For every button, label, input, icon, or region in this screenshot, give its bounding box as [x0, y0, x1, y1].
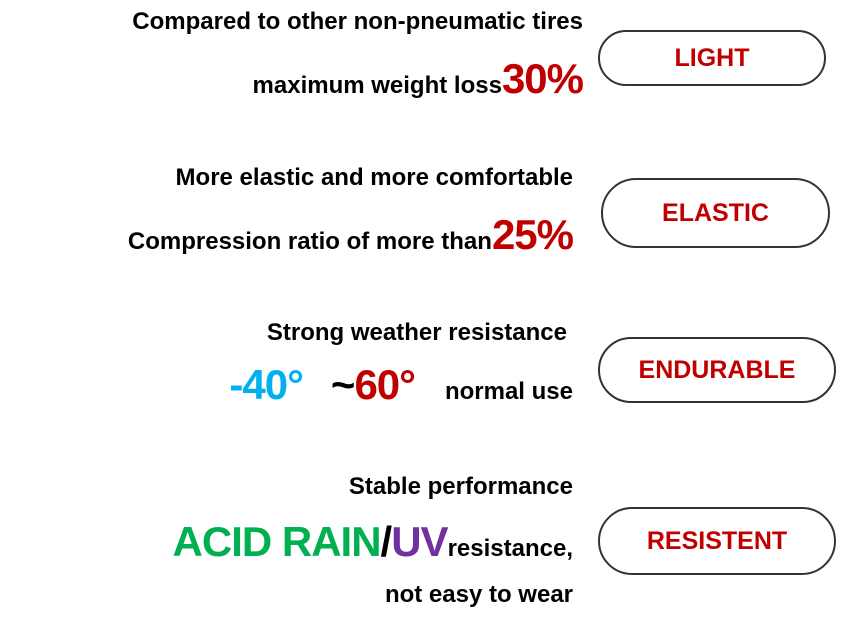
- feature-1-text: maximum weight loss: [252, 72, 502, 99]
- temp-low: -40°: [229, 361, 303, 408]
- feature-2-value: 25%: [491, 211, 574, 258]
- feature-3-text: normal use: [444, 378, 573, 405]
- feature-3-line1: Strong weather resistance: [266, 319, 567, 346]
- feature-4-text: resistance,: [447, 535, 573, 562]
- feature-2-line2: Compression ratio of more than25%: [127, 211, 574, 258]
- feature-4-line3: not easy to wear: [384, 581, 573, 608]
- feature-4-line2: ACID RAIN/UVresistance,: [173, 521, 573, 563]
- badge-elastic: ELASTIC: [601, 178, 830, 248]
- slash: /: [380, 518, 393, 565]
- badge-resistent: RESISTENT: [598, 507, 836, 575]
- badge-light: LIGHT: [598, 30, 826, 86]
- feature-2-text: Compression ratio of more than: [127, 228, 492, 255]
- feature-1-line2: maximum weight loss30%: [252, 55, 584, 102]
- acid-rain-label: ACID RAIN: [172, 518, 382, 565]
- badge-endurable: ENDURABLE: [598, 337, 836, 403]
- feature-1-line1: Compared to other non-pneumatic tires: [132, 8, 583, 35]
- temp-high: 60°: [354, 361, 416, 408]
- feature-3-line2: -40° ~60° normal use: [229, 364, 573, 406]
- uv-label: UV: [391, 518, 448, 565]
- feature-4-line1: Stable performance: [348, 473, 573, 500]
- temp-separator: ~: [330, 361, 356, 408]
- feature-2-line1: More elastic and more comfortable: [175, 164, 573, 191]
- feature-1-value: 30%: [501, 55, 584, 102]
